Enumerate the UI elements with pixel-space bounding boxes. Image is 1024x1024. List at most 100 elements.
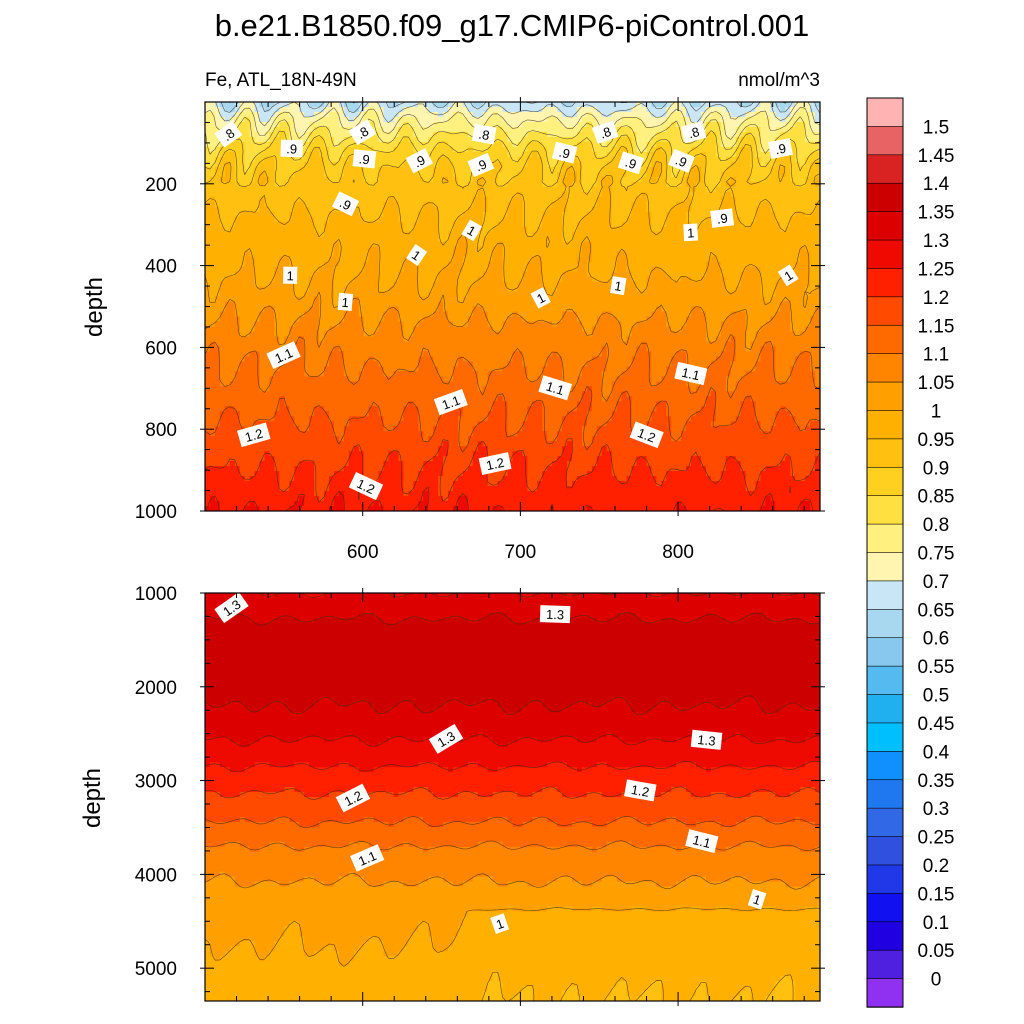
contour-cell (581, 266, 588, 273)
contour-cell (651, 161, 657, 168)
contour-cell (527, 226, 533, 233)
contour-cell (671, 226, 677, 233)
contour-cell (418, 141, 424, 148)
contour-cell (393, 271, 400, 278)
contour-cell (353, 241, 360, 248)
contour-cell (388, 191, 395, 198)
contour-cell (770, 166, 776, 173)
contour-cell (596, 296, 603, 303)
contour-cell (497, 161, 504, 168)
contour-cell (720, 111, 727, 118)
contour-cell (249, 141, 256, 148)
contour-cell (562, 186, 568, 193)
contour-cell (333, 221, 340, 228)
contour-cell (691, 271, 697, 278)
contour-cell (730, 226, 737, 233)
contour-cell (239, 251, 246, 258)
contour-cell (666, 136, 672, 143)
contour-cell (537, 131, 543, 138)
contour-cell (269, 231, 276, 238)
contour-cell (646, 251, 652, 258)
contour-cell (482, 186, 489, 193)
contour-cell (572, 166, 578, 173)
contour-cell (502, 161, 509, 168)
contour-cell (651, 196, 657, 203)
contour-cell (705, 196, 712, 203)
contour-cell (651, 166, 657, 173)
contour-cell (413, 236, 419, 243)
contour-cell (576, 266, 583, 273)
contour-cell (805, 186, 811, 193)
contour-cell (567, 176, 573, 183)
contour-cell (611, 176, 618, 183)
contour-cell (294, 296, 300, 303)
contour-cell (398, 226, 404, 233)
contour-cell (328, 221, 335, 228)
contour-cell (735, 116, 742, 123)
contour-cell (512, 131, 519, 138)
contour-cell (681, 261, 687, 268)
contour-cell (408, 226, 414, 233)
contour-cell (601, 231, 608, 238)
contour-cell (740, 266, 747, 273)
contour-cell (413, 266, 419, 273)
contour-cell (765, 256, 771, 263)
contour-cell (219, 196, 226, 203)
contour-cell (765, 131, 771, 138)
contour-cell (720, 171, 727, 178)
contour-cell (284, 106, 290, 113)
contour-cell (730, 296, 737, 303)
contour-cell (482, 251, 489, 258)
contour-cell (472, 151, 479, 158)
contour-cell (572, 111, 578, 118)
contour-cell (641, 241, 648, 248)
contour-cell (383, 181, 390, 188)
contour-cell (567, 291, 573, 298)
contour-cell (517, 296, 524, 303)
contour-cell (646, 231, 652, 238)
contour-cell (418, 216, 424, 223)
contour-cell (388, 161, 395, 168)
contour-cell (601, 176, 608, 183)
contour-cell (507, 201, 514, 208)
contour-cell (790, 251, 796, 258)
contour-cell (348, 241, 355, 248)
contour-cell (477, 146, 484, 153)
contour-cell (805, 191, 811, 198)
contour-cell (616, 156, 623, 163)
contour-cell (656, 231, 662, 238)
contour-cell (259, 176, 266, 183)
contour-cell (284, 211, 290, 218)
contour-cell (725, 141, 732, 148)
contour-cell (279, 186, 285, 193)
contour-cell (512, 271, 519, 278)
contour-cell (452, 236, 459, 243)
contour-cell (696, 256, 702, 263)
contour-cell (467, 291, 474, 298)
contour-cell (775, 256, 781, 263)
contour-cell (507, 211, 514, 218)
contour-cell (790, 296, 796, 303)
contour-cell (438, 266, 444, 273)
contour-cell (324, 171, 330, 178)
contour-cell (735, 251, 742, 258)
contour-cell (443, 161, 449, 168)
contour-cell (522, 136, 528, 143)
contour-cell (621, 186, 628, 193)
contour-cell (656, 246, 662, 253)
contour-cell (249, 246, 256, 253)
contour-cell (259, 141, 266, 148)
contour-cell (428, 181, 434, 188)
contour-cell (333, 281, 340, 288)
contour-cell (438, 291, 444, 298)
contour-cell (319, 121, 325, 128)
contour-cell (433, 206, 439, 213)
contour-cell (264, 171, 271, 178)
contour-cell (651, 206, 657, 213)
contour-cell (507, 246, 514, 253)
contour-cell (795, 181, 801, 188)
contour-cell (676, 116, 682, 123)
contour-cell (750, 176, 757, 183)
contour-cell (765, 276, 771, 283)
contour-cell (333, 126, 340, 133)
